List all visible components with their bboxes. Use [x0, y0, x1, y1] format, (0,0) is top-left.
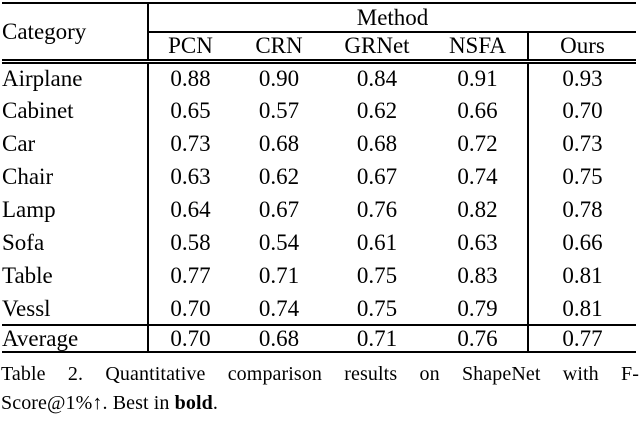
- category-cell: Vessl: [2, 295, 51, 321]
- category-cell: Lamp: [2, 197, 56, 222]
- value-cell: 0.81: [526, 292, 637, 325]
- table-caption: Table 2. Quantitative comparison results…: [1, 360, 639, 418]
- results-table: Category Method PCN CRN GRNet NSFA Ours …: [2, 2, 637, 353]
- value-cell: 0.88: [147, 61, 232, 94]
- value-cell: 0.77: [147, 259, 232, 292]
- value-cell: 0.76: [356, 197, 398, 222]
- value-cell: 0.63: [457, 230, 498, 255]
- value-cell: 0.68: [232, 324, 326, 352]
- column-header-nsfa: NSFA: [428, 32, 528, 64]
- header-row-group: Category Method: [2, 3, 637, 64]
- value-cell: 0.64: [147, 193, 232, 226]
- table-row-chair: Chair 0.63 0.62 0.67 0.74 0.75: [2, 160, 637, 193]
- category-cell: Table: [2, 263, 53, 288]
- value-cell: 0.68: [258, 131, 300, 156]
- table-row-average: Average 0.70 0.68 0.71 0.76 0.77: [2, 324, 637, 352]
- table-row-table: Table 0.77 0.71 0.75 0.83 0.81: [2, 259, 637, 292]
- value-cell: 0.72: [457, 131, 498, 156]
- category-cell: Car: [2, 131, 36, 156]
- value-cell: 0.68: [356, 131, 398, 156]
- value-cell: 0.66: [457, 98, 498, 123]
- value-cell: 0.70: [526, 94, 637, 127]
- value-cell: 0.75: [356, 295, 398, 321]
- value-cell: 0.90: [258, 66, 300, 92]
- category-cell: Sofa: [2, 230, 45, 255]
- table-row-lamp: Lamp 0.64 0.67 0.76 0.82 0.78: [2, 193, 637, 226]
- header-row-methods: PCN CRN GRNet NSFA Ours: [2, 32, 637, 64]
- caption-text: Score@1%↑. Best in: [1, 392, 175, 414]
- value-cell: 0.82: [457, 197, 498, 222]
- value-cell: 0.78: [526, 193, 637, 226]
- table-row-cabinet: Cabinet 0.65 0.57 0.62 0.66 0.70: [2, 94, 637, 127]
- value-cell: 0.75: [356, 263, 398, 288]
- table-row-vessl: Vessl 0.70 0.74 0.75 0.79 0.81: [2, 292, 637, 325]
- caption-line-2: Score@1%↑. Best in bold.: [1, 389, 639, 418]
- value-cell: 0.62: [356, 98, 398, 123]
- value-cell: 0.63: [147, 160, 232, 193]
- value-cell: 0.54: [258, 230, 300, 255]
- column-header-ours: Ours: [526, 32, 637, 64]
- caption-line-1: Table 2. Quantitative comparison results…: [1, 363, 639, 385]
- value-cell: 0.70: [147, 324, 232, 352]
- value-cell: 0.57: [258, 98, 300, 123]
- value-cell: 0.84: [356, 66, 398, 92]
- category-cell: Chair: [2, 164, 54, 189]
- column-header-grnet: GRNet: [326, 32, 428, 64]
- column-group-header-method: Method: [146, 3, 637, 33]
- caption-bold-word: bold: [174, 392, 213, 414]
- value-cell: 0.61: [356, 230, 398, 255]
- value-cell: 0.67: [356, 164, 398, 189]
- value-cell: 0.73: [147, 127, 232, 160]
- column-header-category: Category: [2, 3, 149, 64]
- category-cell: Average: [2, 324, 148, 352]
- table-body: Airplane 0.88 0.90 0.84 0.91 0.93 Cabinet 0.65 0…: [2, 61, 637, 352]
- value-cell: 0.93: [526, 61, 637, 94]
- value-cell: 0.70: [147, 292, 232, 325]
- value-cell: 0.77: [526, 324, 637, 352]
- value-cell: 0.76: [428, 324, 528, 352]
- category-cell: Cabinet: [2, 98, 74, 123]
- value-cell: 0.83: [457, 263, 498, 288]
- value-cell: 0.71: [258, 263, 300, 288]
- caption-period: .: [212, 392, 218, 414]
- column-header-pcn: PCN: [147, 32, 232, 64]
- value-cell: 0.79: [457, 295, 498, 321]
- value-cell: 0.75: [526, 160, 637, 193]
- value-cell: 0.74: [457, 164, 498, 189]
- value-cell: 0.73: [526, 127, 637, 160]
- table-row-airplane: Airplane 0.88 0.90 0.84 0.91 0.93: [2, 61, 637, 94]
- value-cell: 0.58: [147, 226, 232, 259]
- value-cell: 0.71: [326, 324, 428, 352]
- category-cell: Airplane: [2, 66, 83, 92]
- value-cell: 0.62: [258, 164, 300, 189]
- value-cell: 0.74: [258, 295, 300, 321]
- table-row-car: Car 0.73 0.68 0.68 0.72 0.73: [2, 127, 637, 160]
- column-header-crn: CRN: [232, 32, 326, 64]
- value-cell: 0.67: [258, 197, 300, 222]
- value-cell: 0.81: [526, 259, 637, 292]
- value-cell: 0.66: [526, 226, 637, 259]
- value-cell: 0.65: [147, 94, 232, 127]
- table-row-sofa: Sofa 0.58 0.54 0.61 0.63 0.66: [2, 226, 637, 259]
- value-cell: 0.91: [457, 66, 498, 92]
